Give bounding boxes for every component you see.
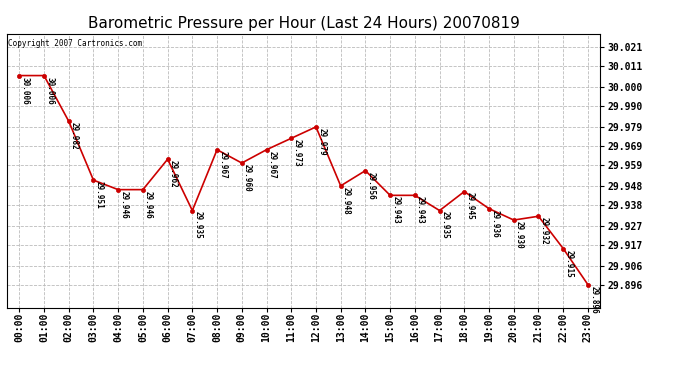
Text: 29.932: 29.932 (540, 217, 549, 245)
Text: 29.973: 29.973 (293, 139, 302, 167)
Text: 29.946: 29.946 (119, 190, 128, 218)
Text: 29.935: 29.935 (194, 211, 203, 239)
Text: 29.946: 29.946 (144, 190, 153, 218)
Text: 29.943: 29.943 (391, 196, 400, 224)
Text: 30.006: 30.006 (21, 76, 30, 104)
Text: 29.936: 29.936 (491, 210, 500, 237)
Text: 29.960: 29.960 (243, 164, 252, 192)
Text: 29.951: 29.951 (95, 181, 103, 209)
Text: 29.943: 29.943 (416, 196, 425, 224)
Text: 29.956: 29.956 (366, 172, 375, 200)
Text: 29.948: 29.948 (342, 187, 351, 214)
Text: 29.982: 29.982 (70, 122, 79, 150)
Text: 29.979: 29.979 (317, 128, 326, 156)
Text: 29.935: 29.935 (441, 211, 450, 239)
Title: Barometric Pressure per Hour (Last 24 Hours) 20070819: Barometric Pressure per Hour (Last 24 Ho… (88, 16, 520, 31)
Text: 29.915: 29.915 (564, 249, 573, 277)
Text: 29.930: 29.930 (515, 221, 524, 249)
Text: 29.896: 29.896 (589, 286, 598, 314)
Text: 29.945: 29.945 (466, 192, 475, 220)
Text: 29.967: 29.967 (218, 151, 227, 178)
Text: 30.006: 30.006 (46, 76, 55, 104)
Text: Copyright 2007 Cartronics.com: Copyright 2007 Cartronics.com (8, 39, 142, 48)
Text: 29.962: 29.962 (169, 160, 178, 188)
Text: 29.967: 29.967 (268, 151, 277, 178)
